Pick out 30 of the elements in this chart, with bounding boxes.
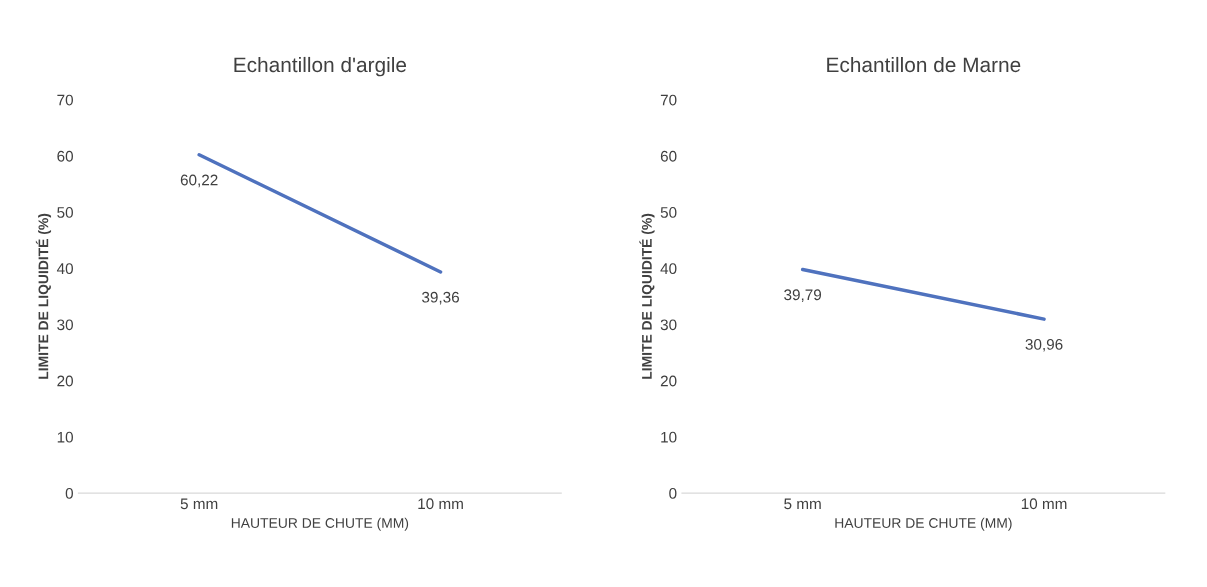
y-tick-label: 60 [660,150,677,162]
x-tick-label: 5 mm [784,498,821,510]
y-tick-label: 50 [57,207,73,218]
y-tick-label: 10 [57,431,73,443]
y-tick-label: 10 [661,431,677,443]
y-tick-label: 30 [660,319,677,331]
data-label: 30,96 [1025,338,1063,352]
y-tick-label: 70 [660,94,677,106]
y-tick-label: 20 [57,375,73,387]
data-label: 39,36 [422,291,459,305]
y-tick-label: 0 [65,487,73,499]
x-tick-label: 10 mm [1021,498,1067,510]
y-tick-label: 40 [660,263,677,275]
y-tick-label: 30 [57,319,73,331]
y-axis-title: LIMITE DE LIQUIDITÉ (%) [639,213,655,379]
y-tick-label: 70 [57,94,73,106]
data-label: 60,22 [180,174,218,188]
x-tick-label: 10 mm [418,498,463,510]
x-axis-title: HAUTEUR DE CHUTE (MM) [231,517,409,531]
y-axis-title: LIMITE DE LIQUIDITÉ (%) [35,213,52,379]
y-tick-label: 0 [669,487,677,499]
x-tick-label: 5 mm [180,498,218,510]
chart-title: Echantillon de Marne [827,56,1021,73]
y-tick-label: 20 [660,375,677,387]
chart-title: Echantillon d'argile [234,56,407,77]
y-tick-label: 60 [57,150,73,162]
x-axis-title: HAUTEUR DE CHUTE (MM) [835,517,1012,531]
data-label: 39,79 [784,289,822,302]
y-tick-label: 40 [56,263,73,275]
y-tick-label: 50 [660,207,677,218]
